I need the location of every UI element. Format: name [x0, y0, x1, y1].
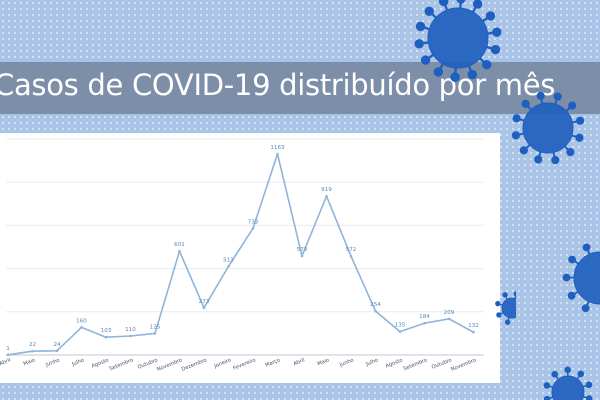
data-label: 919 — [321, 187, 332, 193]
data-label: 1163 — [270, 145, 285, 151]
virus-icon — [543, 366, 593, 400]
data-point — [300, 254, 304, 258]
data-label: 573 — [297, 247, 308, 253]
x-tick-label: Agosto — [385, 357, 404, 369]
data-point — [6, 353, 10, 357]
data-point — [202, 306, 206, 310]
virus-icon — [511, 91, 585, 165]
line-chart: 1 Abril 22 Maio 24 Junho 160 Julho 103 Agosto 110 S… — [0, 138, 484, 373]
data-label: 209 — [444, 310, 455, 316]
data-label: 24 — [53, 342, 61, 348]
series-line — [7, 153, 474, 356]
data-point — [398, 330, 402, 333]
data-label: 103 — [101, 328, 112, 334]
data-label: 254 — [370, 302, 381, 308]
x-tick-label: Novembro — [156, 357, 183, 373]
title-band: Casos de COVID-19 distribuído por mês — [0, 62, 600, 114]
x-tick-label: Dezembro — [181, 357, 208, 373]
data-label: 22 — [29, 342, 36, 348]
data-point — [472, 330, 475, 334]
x-tick-label: Setembro — [403, 357, 429, 372]
data-point — [104, 335, 108, 339]
page-title: Casos de COVID-19 distribuído por mês — [0, 68, 556, 102]
chart-card: 1 Abril 22 Maio 24 Junho 160 Julho 103 Agosto 110 S… — [0, 133, 500, 383]
virus-icon — [562, 243, 600, 313]
data-point — [129, 334, 132, 338]
x-tick-label: Maio — [317, 357, 331, 367]
data-point — [251, 227, 255, 230]
data-label: 110 — [125, 327, 136, 333]
data-point — [276, 152, 279, 156]
data-point — [325, 194, 328, 198]
x-tick-label: Maio — [23, 357, 37, 367]
data-label: 184 — [419, 314, 430, 320]
x-tick-label: Outubro — [431, 357, 453, 371]
data-point — [374, 309, 377, 313]
x-tick-label: Novembro — [450, 357, 477, 373]
data-label: 1 — [6, 346, 10, 352]
x-tick-label: Outubro — [137, 357, 159, 371]
data-point — [31, 349, 34, 353]
data-label: 273 — [199, 299, 210, 305]
data-point — [227, 265, 230, 268]
x-tick-label: Janeiro — [213, 357, 233, 370]
data-label: 572 — [346, 247, 357, 253]
data-label: 135 — [395, 323, 406, 329]
data-label: 733 — [248, 219, 259, 225]
x-tick-label: Abril — [293, 357, 306, 367]
x-tick-label: Setembro — [109, 357, 135, 372]
data-point — [80, 326, 83, 329]
data-point — [153, 332, 157, 335]
data-label: 601 — [174, 242, 185, 248]
data-label: 125 — [150, 324, 161, 330]
x-tick-label: Abril — [0, 357, 12, 367]
x-tick-label: Março — [264, 357, 281, 368]
x-tick-label: Junho — [338, 357, 355, 368]
data-point — [349, 254, 353, 258]
data-label: 513 — [223, 257, 234, 263]
x-tick-label: Julho — [70, 357, 85, 368]
x-tick-label: Junho — [44, 357, 61, 368]
x-tick-label: Agosto — [91, 357, 110, 369]
data-label: 132 — [468, 323, 479, 329]
data-point — [55, 349, 59, 353]
x-tick-label: Fevereiro — [232, 357, 257, 372]
data-point — [447, 317, 451, 321]
data-label: 160 — [76, 318, 87, 324]
x-tick-label: Julho — [364, 357, 379, 368]
data-point — [423, 321, 426, 325]
data-point — [178, 249, 181, 253]
virus-icon — [495, 291, 516, 325]
virus-icon — [414, 0, 502, 82]
